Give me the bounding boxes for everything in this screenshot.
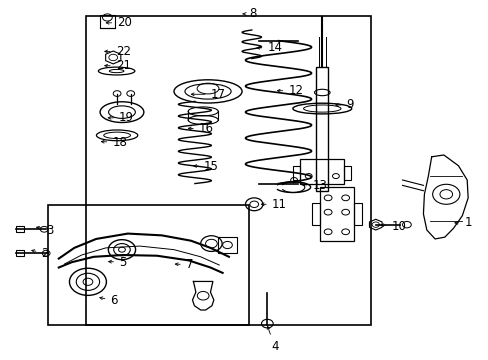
Text: 13: 13 bbox=[301, 179, 327, 192]
Text: 20: 20 bbox=[106, 16, 132, 29]
Text: 6: 6 bbox=[100, 294, 118, 307]
Text: 10: 10 bbox=[380, 220, 406, 233]
Text: 9: 9 bbox=[335, 99, 353, 112]
Text: 12: 12 bbox=[277, 84, 303, 97]
Text: 7: 7 bbox=[175, 258, 193, 271]
Text: 2: 2 bbox=[32, 247, 49, 260]
Text: 19: 19 bbox=[108, 111, 134, 124]
Bar bbox=[100, 15, 115, 28]
Bar bbox=[353, 203, 362, 225]
Text: 22: 22 bbox=[104, 45, 130, 58]
Text: 8: 8 bbox=[243, 8, 256, 21]
Bar bbox=[86, 16, 370, 325]
Bar bbox=[292, 166, 300, 180]
Text: 21: 21 bbox=[104, 59, 130, 72]
Bar bbox=[311, 203, 319, 225]
Text: 15: 15 bbox=[193, 160, 219, 173]
Text: 14: 14 bbox=[256, 41, 282, 54]
Text: 1: 1 bbox=[454, 216, 471, 229]
Bar bbox=[316, 67, 327, 191]
Bar bbox=[16, 250, 24, 256]
Bar bbox=[300, 158, 344, 184]
Bar bbox=[217, 237, 237, 253]
Text: 11: 11 bbox=[261, 198, 286, 211]
Bar bbox=[47, 205, 249, 325]
Bar bbox=[319, 187, 353, 241]
Text: 5: 5 bbox=[108, 256, 126, 269]
Bar bbox=[344, 166, 351, 180]
Text: 3: 3 bbox=[37, 224, 53, 237]
Bar bbox=[16, 226, 24, 232]
Text: 4: 4 bbox=[267, 327, 278, 353]
Text: 17: 17 bbox=[191, 88, 225, 101]
Text: 16: 16 bbox=[188, 122, 213, 135]
Text: 18: 18 bbox=[101, 136, 127, 149]
